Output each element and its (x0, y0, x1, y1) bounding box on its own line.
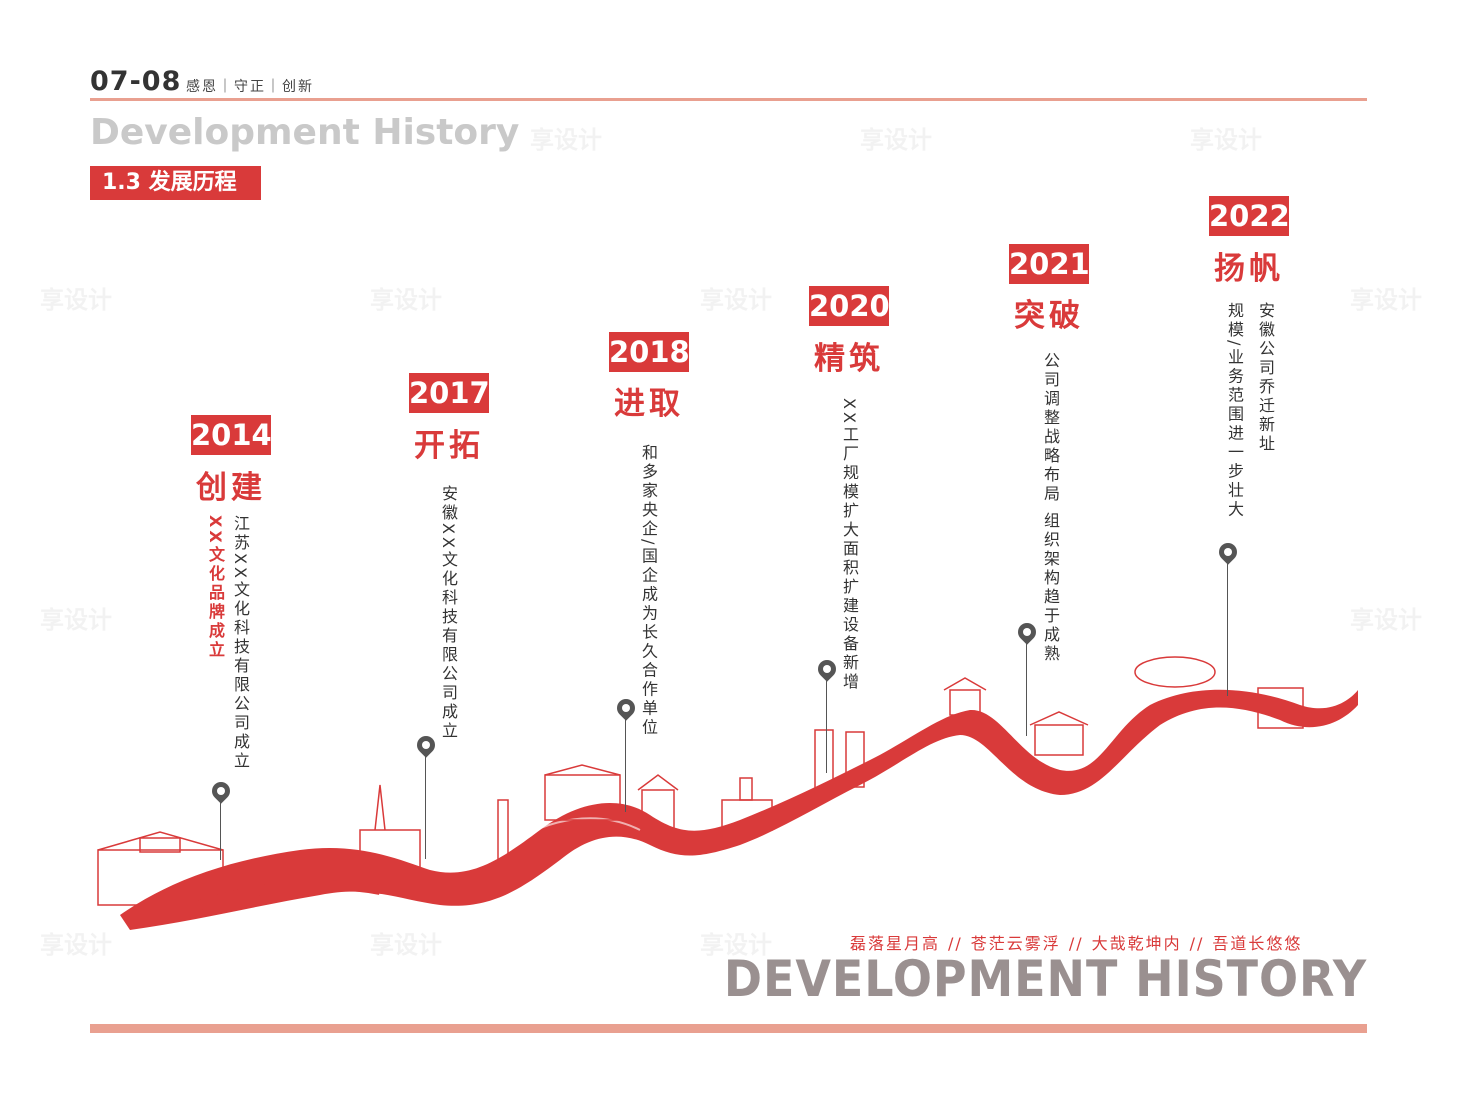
milestone-title: 创建 (196, 470, 266, 506)
landmark-buildings (97, 656, 1304, 906)
watermark: 享设计 (1350, 286, 1422, 314)
slogan-line: 苍茫云雾浮 (970, 934, 1061, 953)
milestone-description: 安徽XX文化科技有限公司成立 (439, 485, 458, 741)
milestone-title: 进取 (614, 386, 684, 422)
milestone-highlight: XX文化品牌成立 (206, 515, 225, 660)
milestone-year: 2018 (609, 332, 690, 372)
watermark: 享设计 (370, 286, 442, 314)
watermark: 享设计 (40, 931, 112, 959)
slogan-separator: // (948, 934, 963, 953)
milestone-title: 精筑 (814, 341, 884, 377)
pin-line (625, 717, 626, 812)
top-divider (90, 98, 1367, 101)
slogan-separator: // (1189, 934, 1205, 953)
milestone-description: XX工厂规模扩大面积扩建设备新增 (840, 398, 859, 692)
pin-line (425, 754, 426, 859)
watermark: 享设计 (1190, 126, 1262, 154)
milestone-title: 开拓 (414, 428, 484, 464)
pin-line (1026, 641, 1027, 736)
milestone-year: 2014 (191, 415, 272, 455)
milestone-description: 江苏XX文化科技有限公司成立 (231, 515, 250, 771)
pin-line (220, 800, 221, 860)
milestone-year: 2017 (409, 373, 490, 413)
watermark: 享设计 (40, 286, 112, 314)
page-title: Development History (90, 112, 520, 153)
watermark: 享设计 (370, 931, 442, 959)
milestone-year: 2020 (809, 286, 890, 326)
milestone-description: 公司调整战略布局 (1041, 352, 1060, 504)
slogan-separator: // (1068, 934, 1084, 953)
pin-line (826, 678, 827, 773)
slogan-line: 吾道长悠悠 (1212, 934, 1303, 953)
slogan-line: 磊落星月高 (850, 934, 941, 953)
section-label: 1.3 发展历程 (90, 166, 261, 200)
milestone-year: 2022 (1209, 196, 1290, 236)
watermark: 享设计 (860, 126, 932, 154)
watermark: 享设计 (700, 931, 772, 959)
milestone-description-2: 规模/业务范围进一步壮大 (1225, 302, 1244, 520)
bottom-divider (90, 1024, 1367, 1033)
slogan-line: 大哉乾坤内 (1091, 934, 1182, 953)
page-number: 07-08 (90, 66, 182, 97)
brush-stroke (120, 689, 1358, 930)
milestone-description: 和多家央企/国企成为长久合作单位 (639, 444, 658, 738)
watermark: 享设计 (1350, 606, 1422, 634)
slogan: 磊落星月高 // 苍茫云雾浮 // 大哉乾坤内 // 吾道长悠悠 (850, 930, 1302, 954)
watermark: 享设计 (530, 126, 602, 154)
milestone-title: 突破 (1014, 298, 1084, 334)
milestone-year: 2021 (1009, 244, 1090, 284)
milestone-description-2: 组织架构趋于成熟 (1041, 512, 1060, 664)
milestone-title: 扬帆 (1214, 251, 1284, 287)
tagline: 感恩｜守正｜创新 (186, 79, 314, 95)
pin-line (1227, 561, 1228, 696)
watermark: 享设计 (700, 286, 772, 314)
milestone-description: 安徽公司乔迁新址 (1256, 302, 1275, 454)
watermark: 享设计 (40, 606, 112, 634)
footer-title: DEVELOPMENT HISTORY (723, 950, 1367, 1008)
